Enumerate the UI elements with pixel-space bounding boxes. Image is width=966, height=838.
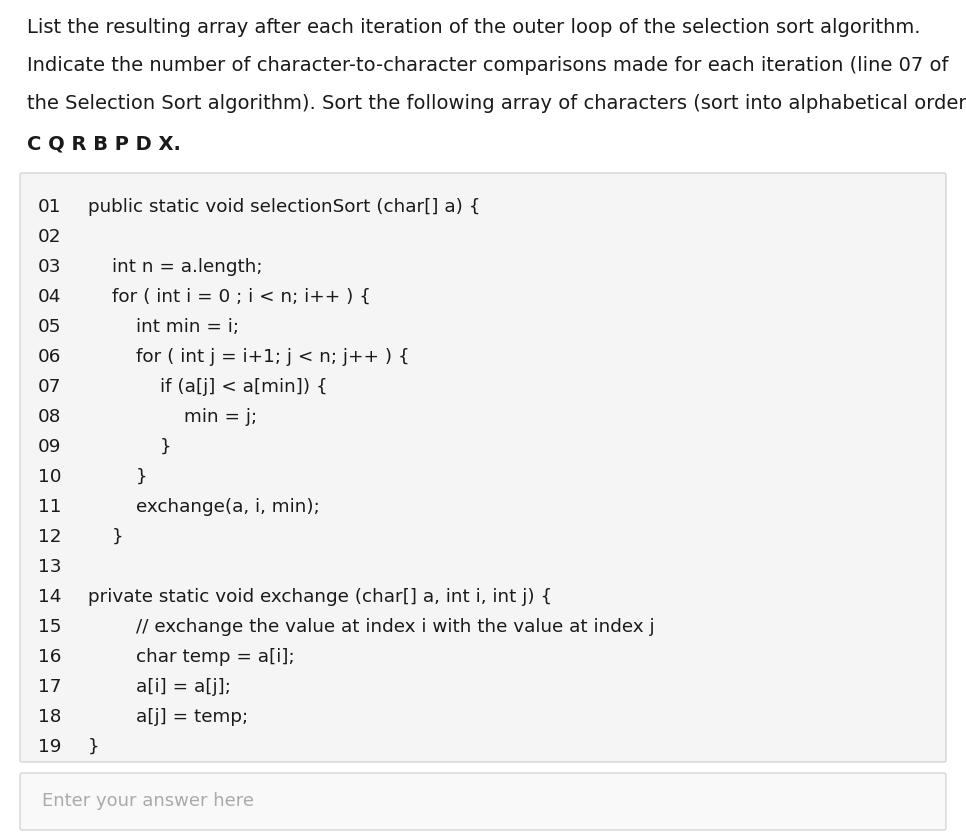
Text: the Selection Sort algorithm). Sort the following array of characters (sort into: the Selection Sort algorithm). Sort the … [27, 94, 966, 113]
Text: 19: 19 [38, 738, 62, 756]
Text: C Q R B P D X.: C Q R B P D X. [27, 135, 181, 154]
Text: 12: 12 [38, 528, 62, 546]
Text: }: } [88, 738, 99, 756]
Text: List the resulting array after each iteration of the outer loop of the selection: List the resulting array after each iter… [27, 18, 921, 37]
Text: 03: 03 [38, 258, 62, 276]
Text: 14: 14 [38, 588, 62, 606]
Text: a[j] = temp;: a[j] = temp; [136, 708, 248, 726]
Text: }: } [160, 438, 172, 456]
Text: 07: 07 [38, 378, 62, 396]
FancyBboxPatch shape [20, 773, 946, 830]
Text: public static void selectionSort (char[] a) {: public static void selectionSort (char[]… [88, 198, 480, 216]
Text: 16: 16 [38, 648, 62, 666]
Text: private static void exchange (char[] a, int i, int j) {: private static void exchange (char[] a, … [88, 588, 553, 606]
FancyBboxPatch shape [20, 173, 946, 762]
Text: 01: 01 [38, 198, 62, 216]
Text: 13: 13 [38, 558, 62, 576]
Text: min = j;: min = j; [184, 408, 257, 426]
Text: for ( int i = 0 ; i < n; i++ ) {: for ( int i = 0 ; i < n; i++ ) { [112, 288, 371, 306]
Text: char temp = a[i];: char temp = a[i]; [136, 648, 295, 666]
Text: int n = a.length;: int n = a.length; [112, 258, 263, 276]
Text: Enter your answer here: Enter your answer here [42, 792, 254, 810]
Text: 09: 09 [38, 438, 62, 456]
Text: }: } [136, 468, 148, 486]
Text: for ( int j = i+1; j < n; j++ ) {: for ( int j = i+1; j < n; j++ ) { [136, 348, 410, 366]
Text: exchange(a, i, min);: exchange(a, i, min); [136, 498, 320, 516]
Text: 04: 04 [38, 288, 62, 306]
Text: 15: 15 [38, 618, 62, 636]
Text: a[i] = a[j];: a[i] = a[j]; [136, 678, 231, 696]
Text: // exchange the value at index i with the value at index j: // exchange the value at index i with th… [136, 618, 655, 636]
Text: 17: 17 [38, 678, 62, 696]
Text: 11: 11 [38, 498, 62, 516]
Text: 10: 10 [38, 468, 62, 486]
Text: 08: 08 [38, 408, 62, 426]
Text: int min = i;: int min = i; [136, 318, 239, 336]
Text: }: } [112, 528, 124, 546]
Text: 06: 06 [38, 348, 62, 366]
Text: 02: 02 [38, 228, 62, 246]
Text: if (a[j] < a[min]) {: if (a[j] < a[min]) { [160, 378, 327, 396]
Text: 18: 18 [38, 708, 62, 726]
Text: 05: 05 [38, 318, 62, 336]
Text: Indicate the number of character-to-character comparisons made for each iteratio: Indicate the number of character-to-char… [27, 56, 949, 75]
